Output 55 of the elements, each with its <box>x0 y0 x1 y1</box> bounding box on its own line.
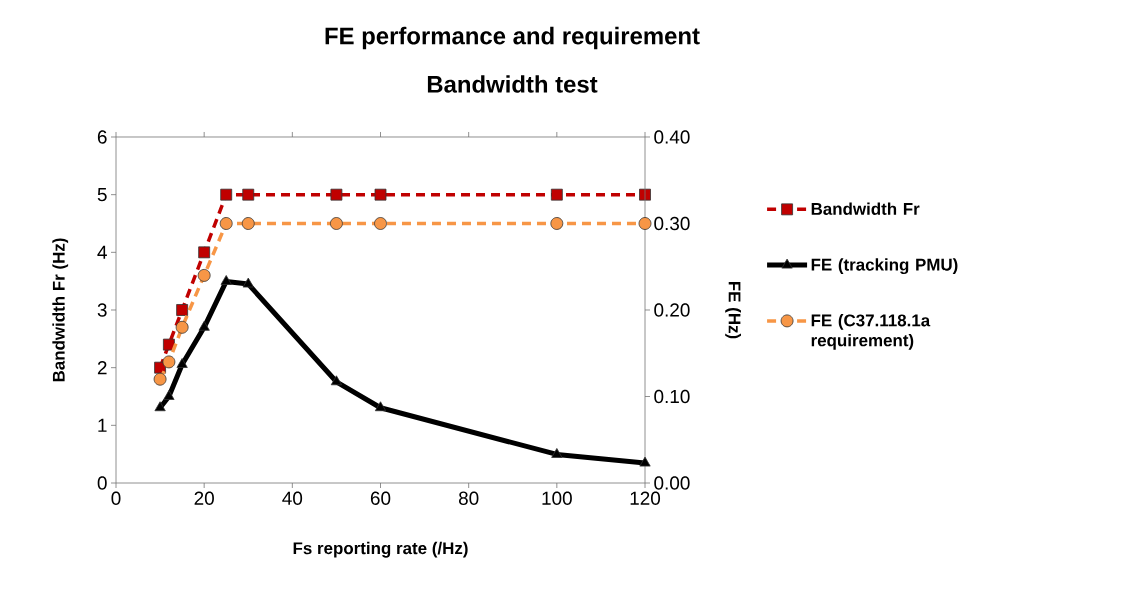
y-tick-label: 4 <box>97 245 107 259</box>
y-tick-label: 1 <box>98 418 107 432</box>
x-tick-label: 120 <box>630 491 661 505</box>
point <box>242 188 255 201</box>
y-tick-label: 0 <box>97 476 107 490</box>
point <box>374 217 387 230</box>
y-tick-label: 6 <box>97 130 107 144</box>
x-tick-label: 0 <box>111 491 121 505</box>
point <box>154 401 166 412</box>
point <box>198 246 211 259</box>
point <box>241 217 255 230</box>
y2-tick-label: 0.30 <box>654 216 690 231</box>
point <box>175 320 189 334</box>
point <box>163 390 175 400</box>
point <box>551 448 563 458</box>
chart-title: FE performance and requirement <box>325 26 700 50</box>
point <box>153 372 167 386</box>
legend-label: FE (C37.118.1a requirement) <box>811 314 931 350</box>
point <box>374 401 387 412</box>
point <box>219 217 233 230</box>
y2-tick-label: 0.20 <box>654 303 690 317</box>
x-tick-label: 60 <box>370 491 391 505</box>
y-tick-label: 2 <box>97 361 107 375</box>
point <box>162 355 176 369</box>
x-tick-label: 40 <box>282 491 303 505</box>
point <box>242 277 254 288</box>
x-tick-label: 20 <box>194 491 214 505</box>
chart-subtitle: Bandwidth test <box>427 75 598 93</box>
y2-tick-label: 0.40 <box>654 130 690 144</box>
y2-tick-label: 0.00 <box>654 476 690 490</box>
point <box>550 217 564 230</box>
point <box>330 217 343 230</box>
x-axis-title: Fs reporting rate (/Hz) <box>293 541 468 558</box>
point <box>639 456 651 467</box>
point <box>198 320 210 331</box>
x-tick-label: 100 <box>542 491 572 505</box>
legend-label: Bandwidth Fr <box>811 202 920 215</box>
legend-label: FE (tracking PMU) <box>811 258 958 275</box>
y-tick-label: 5 <box>97 188 107 202</box>
point <box>330 375 343 386</box>
point <box>176 304 189 316</box>
y2-tick-label: 0.10 <box>654 389 690 404</box>
point <box>638 217 652 230</box>
point <box>163 338 175 351</box>
point <box>176 358 188 368</box>
y-axis-title: Bandwidth Fr (Hz) <box>52 238 69 382</box>
point <box>197 269 211 282</box>
point <box>330 188 343 201</box>
point <box>550 188 563 201</box>
y2-axis-title: FE (Hz) <box>725 281 741 339</box>
point <box>220 188 233 201</box>
point <box>374 188 387 201</box>
point <box>220 275 232 285</box>
x-tick-label: 80 <box>458 491 479 505</box>
y-tick-label: 3 <box>97 303 107 317</box>
